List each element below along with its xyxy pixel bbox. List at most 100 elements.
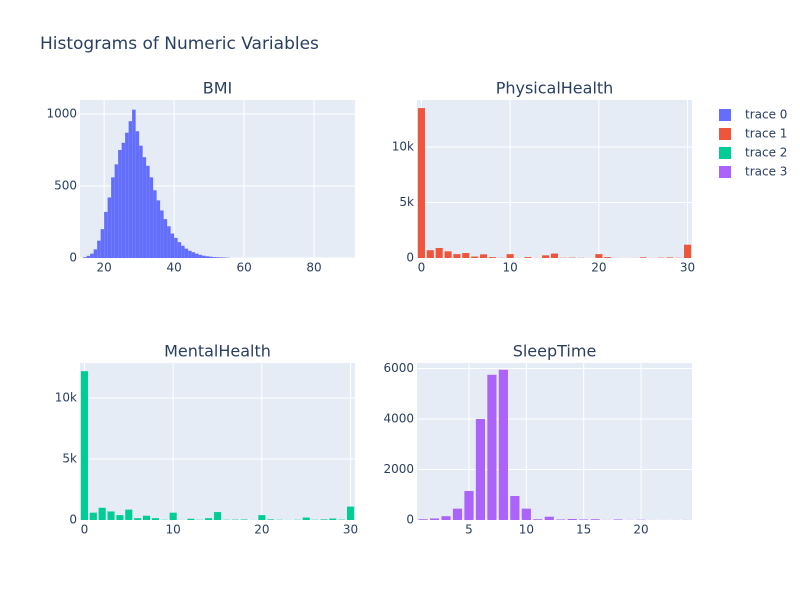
bar — [542, 255, 550, 258]
y-tick-label: 1000 — [46, 106, 77, 120]
bar — [163, 219, 168, 258]
y-tick-label: 10k — [55, 391, 77, 405]
bar — [97, 240, 101, 258]
bar — [205, 256, 210, 258]
plot-area — [80, 363, 355, 520]
bar — [567, 518, 577, 520]
bar — [174, 237, 178, 258]
x-tick-label: 0 — [81, 523, 89, 537]
bar — [195, 253, 199, 258]
bar — [100, 229, 105, 258]
bar — [107, 197, 112, 258]
bar — [149, 177, 154, 258]
bar — [417, 108, 425, 258]
figure-title: Histograms of Numeric Variables — [40, 34, 319, 54]
legend-swatch — [719, 147, 731, 159]
y-tick-label: 5k — [399, 195, 414, 209]
x-tick-label: 10 — [503, 261, 518, 275]
y-tick-label: 0 — [406, 251, 414, 265]
y-tick-label: 0 — [69, 513, 77, 527]
x-tick-label: 0 — [418, 261, 426, 275]
bar — [544, 516, 554, 520]
bar — [579, 519, 589, 520]
plot-area — [417, 100, 692, 258]
bar — [452, 508, 463, 520]
bar — [160, 210, 164, 258]
bar — [181, 245, 185, 258]
bar — [550, 253, 559, 258]
x-tick-label: 80 — [306, 261, 321, 275]
x-tick-label: 20 — [97, 261, 112, 275]
y-tick-label: 2000 — [383, 462, 414, 476]
bar — [498, 369, 508, 520]
bar — [89, 512, 97, 520]
bar — [111, 177, 115, 258]
bar — [595, 254, 603, 258]
legend-swatch — [719, 128, 731, 140]
y-tick-label: 0 — [69, 251, 77, 265]
subplot-title: BMI — [203, 79, 233, 98]
x-tick-label: 20 — [254, 523, 269, 537]
bar — [135, 131, 140, 258]
bar — [153, 190, 157, 258]
bar — [524, 257, 532, 258]
bar — [464, 490, 474, 520]
bar — [462, 253, 470, 258]
bar — [347, 506, 355, 520]
legend-label: trace 0 — [745, 108, 787, 122]
y-tick-label: 5k — [62, 452, 77, 466]
bar — [202, 255, 206, 258]
bar — [125, 132, 129, 258]
bar — [177, 242, 182, 258]
bar — [167, 226, 171, 258]
bar — [320, 519, 328, 520]
bar — [510, 496, 520, 520]
bar — [212, 257, 217, 258]
x-tick-label: 40 — [166, 261, 181, 275]
bar — [213, 512, 222, 520]
y-tick-label: 500 — [54, 178, 77, 192]
bar — [267, 519, 275, 520]
bar — [684, 244, 692, 258]
bar — [506, 254, 514, 258]
bar — [435, 248, 443, 258]
bar — [169, 512, 177, 520]
bar — [613, 519, 623, 520]
x-tick-label: 5 — [465, 523, 473, 537]
y-tick-label: 4000 — [383, 412, 414, 426]
bar — [487, 374, 497, 520]
bar — [107, 511, 115, 520]
bar — [302, 517, 310, 520]
bar — [479, 254, 488, 258]
y-tick-label: 10k — [392, 139, 414, 153]
bar — [93, 249, 98, 258]
x-tick-label: 10 — [519, 523, 534, 537]
bar — [488, 257, 496, 258]
bar — [590, 519, 600, 520]
legend-label: trace 3 — [745, 165, 787, 179]
bar — [198, 254, 203, 258]
bar — [216, 257, 220, 258]
subplot-title: PhysicalHealth — [496, 79, 614, 98]
x-tick-label: 20 — [591, 261, 606, 275]
bar — [118, 149, 122, 258]
bar — [151, 518, 159, 520]
x-tick-label: 30 — [680, 261, 695, 275]
bar — [98, 507, 106, 520]
bar — [104, 211, 108, 258]
y-tick-label: 6000 — [383, 361, 414, 375]
bar — [156, 200, 161, 258]
bar — [114, 164, 119, 258]
x-tick-label: 30 — [343, 523, 358, 537]
bar — [426, 250, 434, 258]
bar — [471, 256, 479, 258]
bar — [475, 419, 486, 520]
bar — [205, 518, 213, 520]
bar — [209, 256, 213, 258]
x-tick-label: 10 — [166, 523, 181, 537]
bar — [134, 518, 142, 520]
bar — [83, 257, 87, 258]
bar — [329, 518, 337, 520]
bar — [639, 257, 647, 258]
